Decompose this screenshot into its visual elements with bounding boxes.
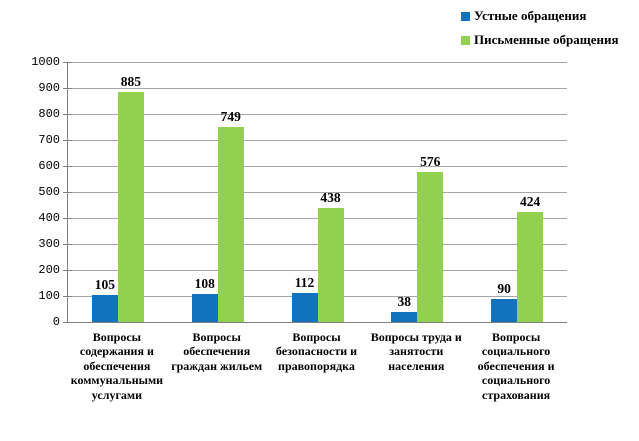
bar-value-label-576: 576 bbox=[420, 154, 441, 170]
legend-swatch-green-icon bbox=[461, 35, 470, 45]
gridline-800 bbox=[68, 114, 567, 115]
gridline-500 bbox=[68, 192, 567, 193]
bar-written-cat1 bbox=[117, 91, 144, 322]
y-tick-label-200: 200 bbox=[38, 263, 60, 277]
y-tick-label-1000: 1000 bbox=[31, 55, 60, 69]
bar-value-label-112: 112 bbox=[294, 274, 315, 290]
bar-oral-cat5 bbox=[491, 298, 518, 322]
x-category-label-5: Вопросы социального обеспечения и социал… bbox=[477, 330, 555, 402]
legend-label-written: Письменные обращения bbox=[474, 32, 619, 47]
bar-value-label-108: 108 bbox=[194, 275, 215, 291]
plot-area: 105 885 108 749 112 438 38 576 90 424 bbox=[63, 62, 567, 323]
bar-value-label-90: 90 bbox=[497, 280, 511, 296]
y-tick-label-0: 0 bbox=[52, 315, 60, 329]
y-tick-mark-0 bbox=[63, 322, 72, 323]
y-tick-mark-700 bbox=[63, 140, 72, 141]
gridline-600 bbox=[68, 166, 567, 167]
x-category-label-2: Вопросы обеспечения граждан жильем bbox=[171, 330, 263, 373]
legend-item-oral: Устные обращения bbox=[461, 8, 619, 24]
bar-written-cat3 bbox=[317, 208, 344, 322]
y-tick-label-800: 800 bbox=[38, 107, 60, 121]
y-tick-mark-100 bbox=[63, 296, 72, 297]
bar-value-label-885: 885 bbox=[120, 73, 142, 89]
chart-legend: Устные обращения Письменные обращения bbox=[461, 8, 619, 56]
y-tick-label-300: 300 bbox=[38, 237, 60, 251]
gridline-900 bbox=[68, 88, 567, 89]
y-tick-mark-1000 bbox=[63, 62, 72, 63]
y-tick-label-100: 100 bbox=[38, 289, 60, 303]
y-tick-label-700: 700 bbox=[38, 133, 60, 147]
x-category-label-1: Вопросы содержания и обеспечения коммуна… bbox=[70, 330, 164, 402]
bar-oral-cat4 bbox=[391, 312, 418, 322]
bar-value-label-105: 105 bbox=[94, 276, 116, 292]
x-category-label-4: Вопросы труда и занятости населения bbox=[370, 330, 462, 373]
y-tick-label-600: 600 bbox=[38, 159, 60, 173]
y-tick-label-500: 500 bbox=[38, 185, 60, 199]
legend-label-oral: Устные обращения bbox=[474, 8, 587, 23]
bar-oral-cat2 bbox=[191, 293, 218, 322]
gridline-1000 bbox=[68, 62, 567, 63]
bar-oral-cat3 bbox=[291, 292, 318, 322]
y-tick-label-900: 900 bbox=[38, 81, 60, 95]
legend-swatch-blue-icon bbox=[461, 11, 470, 21]
gridline-700 bbox=[68, 140, 567, 141]
y-tick-mark-900 bbox=[63, 88, 72, 89]
bar-oral-cat1 bbox=[91, 294, 118, 322]
bar-written-cat2 bbox=[217, 127, 244, 322]
y-tick-mark-600 bbox=[63, 166, 72, 167]
y-tick-mark-200 bbox=[63, 270, 72, 271]
bar-written-cat4 bbox=[417, 172, 444, 322]
y-tick-label-400: 400 bbox=[38, 211, 60, 225]
x-axis-category-labels: Вопросы содержания и обеспечения коммуна… bbox=[67, 330, 566, 410]
legend-item-written: Письменные обращения bbox=[461, 32, 619, 48]
y-tick-mark-400 bbox=[63, 218, 72, 219]
bar-value-label-38: 38 bbox=[397, 294, 412, 310]
bar-value-label-749: 749 bbox=[220, 109, 241, 125]
bar-value-label-438: 438 bbox=[320, 190, 341, 206]
bar-value-label-424: 424 bbox=[519, 193, 541, 209]
y-tick-mark-800 bbox=[63, 114, 72, 115]
y-tick-mark-500 bbox=[63, 192, 72, 193]
y-tick-mark-300 bbox=[63, 244, 72, 245]
x-category-label-3: Вопросы безопасности и правопорядка bbox=[275, 330, 358, 373]
bar-written-cat5 bbox=[517, 211, 544, 322]
